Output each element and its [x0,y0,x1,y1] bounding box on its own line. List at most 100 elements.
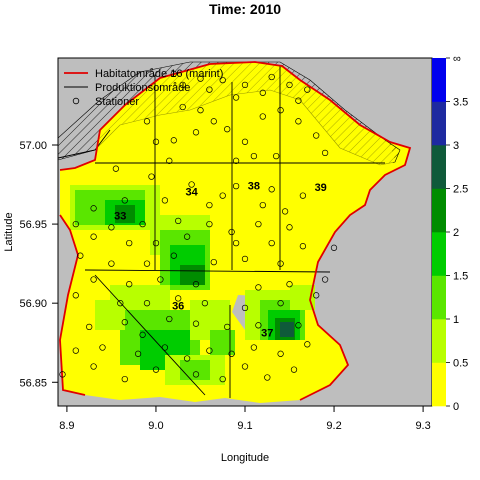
heat-cell [115,205,135,223]
area-label: 34 [185,187,198,199]
station-marker [72,220,79,228]
station-marker [295,97,302,104]
station-marker [259,113,266,120]
station-marker [219,76,226,84]
station-marker [232,239,240,247]
station-marker [175,217,182,225]
station-marker [108,224,115,231]
station-marker [90,363,97,370]
colorbar-segment [432,58,446,102]
station-marker [286,224,293,231]
station-marker [206,347,213,354]
station-marker [161,344,169,351]
x-tick-label: 9.3 [415,420,430,432]
station-marker [148,173,155,180]
colorbar-tick-label: 0 [453,401,459,413]
station-marker [321,276,329,283]
station-marker [290,366,298,373]
station-marker [250,344,258,351]
station-marker [170,252,177,259]
station-marker [99,344,106,351]
station-marker [175,295,182,302]
station-marker [255,284,262,291]
station-marker [299,192,307,199]
station-marker [268,73,275,81]
heat-cell [180,265,205,285]
station-marker [166,157,173,164]
station-marker [232,182,240,190]
colorbar-tick-label: 1.5 [453,271,468,283]
station-marker [188,181,195,188]
area-label: 39 [315,182,327,194]
station-marker [183,355,191,362]
colorbar: 0 0.5 1 1.5 2 2.5 3 3.5 ∞ [432,53,468,413]
colorbar-segment [432,319,446,363]
chart-title: Time: 2010 [209,1,281,17]
station-marker [295,118,302,125]
station-marker [210,258,217,266]
station-marker [241,363,249,370]
station-marker [139,220,146,228]
station-marker [143,300,151,307]
station-marker [304,341,311,348]
legend: Habitatområde 16 (marint) Produktionsomr… [64,68,223,108]
station-marker [321,149,329,157]
station-marker [152,138,160,145]
station-marker [126,281,133,288]
station-marker [90,276,97,283]
heat-cell [280,322,294,337]
area-labels: 33 34 38 39 36 37 [114,180,327,339]
station-marker [90,233,97,240]
station-marker [232,157,240,164]
station-marker [192,281,200,288]
station-marker [166,315,173,323]
y-tick-label: 56.95 [19,219,47,231]
station-marker [192,371,200,378]
station-marker [121,319,128,326]
colorbar-segment [432,101,446,146]
station-marker [281,208,289,215]
colorbar-tick-label: 2.5 [453,184,468,196]
y-tick-label: 57.00 [19,140,47,152]
station-marker [201,300,209,307]
station-marker [206,201,213,209]
legend-label-habitat: Habitatområde 16 (marint) [95,68,223,80]
station-marker [179,103,186,111]
y-axis: 56.85 56.90 56.95 57.00 [19,140,58,389]
station-marker [108,260,115,267]
legend-label-stations: Stationer [95,96,139,108]
station-marker [121,197,128,204]
station-marker [179,81,186,89]
legend-station-marker [72,97,80,105]
station-marker [241,255,249,263]
station-marker [224,323,231,331]
y-tick-label: 56.85 [19,377,47,389]
station-marker [206,86,213,93]
station-marker [268,239,275,247]
station-marker [299,243,307,250]
station-marker [277,300,284,307]
y-tick-label: 56.90 [19,298,47,310]
station-marker [255,322,262,329]
colorbar-tick-label: ∞ [453,53,461,65]
station-marker [117,300,124,307]
colorbar-segment [432,275,446,320]
area-label: 33 [114,210,126,222]
station-marker [273,152,280,160]
station-marker [304,86,311,93]
station-marker [157,276,164,283]
station-marker [277,107,284,114]
x-axis: 8.9 9.0 9.1 9.2 9.3 [59,406,431,432]
station-marker [170,137,177,144]
station-marker [228,228,235,236]
colorbar-segment [432,188,446,233]
y-axis-label: Latitude [3,212,15,251]
station-marker [121,375,128,383]
x-tick-label: 9.1 [237,420,252,432]
colorbar-segment [432,145,446,189]
station-marker [72,292,79,299]
colorbar-segment [432,362,446,407]
station-marker [59,371,66,378]
station-marker [224,126,231,133]
